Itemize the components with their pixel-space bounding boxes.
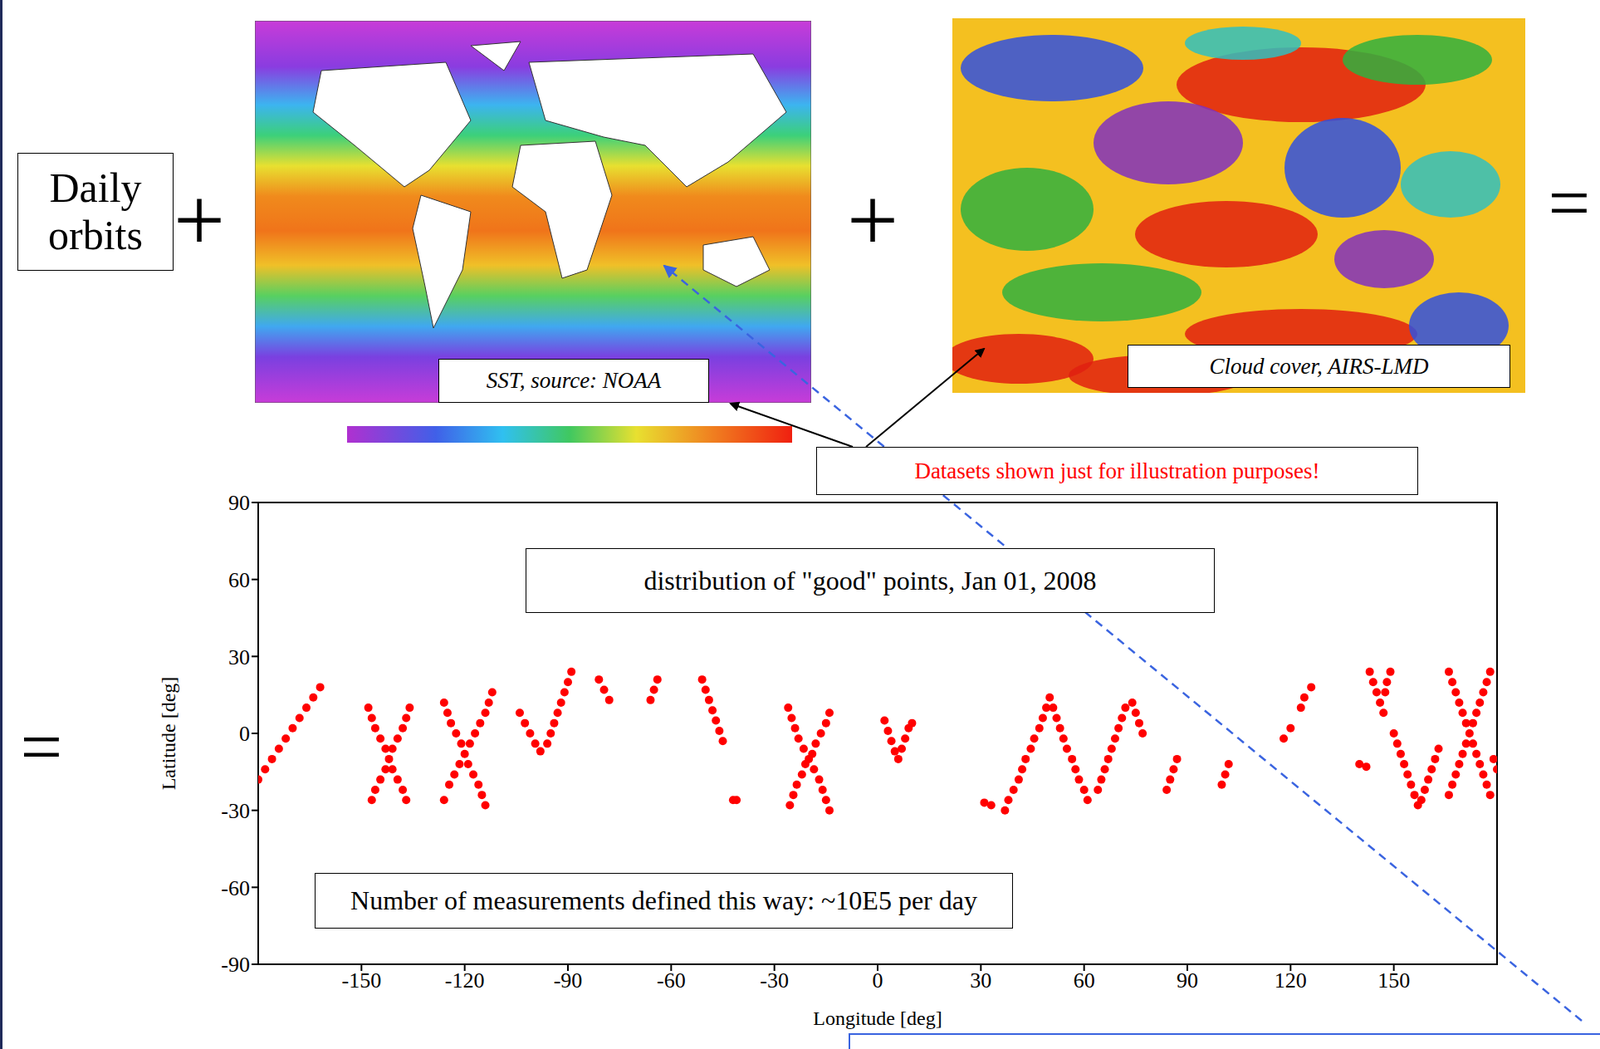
html-text:Number of measurements defined: Number of measurements defined this way:…: [350, 885, 978, 915]
svg-text:-90: -90: [553, 968, 583, 993]
svg-text:Latitude [deg]: Latitude [deg]: [157, 676, 180, 791]
svg-text:-120: -120: [445, 968, 485, 993]
svg-text:Longitude [deg]: Longitude [deg]: [812, 1007, 942, 1029]
svg-text:-60: -60: [656, 968, 686, 993]
svg-text:-60: -60: [220, 875, 250, 901]
svg-text:30: 30: [969, 968, 992, 993]
svg-text:-150: -150: [341, 968, 382, 993]
html-text:Daily orbits: Daily orbits: [48, 163, 143, 259]
html-text:Cloud cover, AIRS-LMD: Cloud cover, AIRS-LMD: [1209, 353, 1429, 379]
svg-text:90: 90: [228, 490, 250, 515]
svg-text:60: 60: [228, 567, 250, 593]
svg-text:30: 30: [228, 645, 250, 670]
svg-text:0: 0: [239, 721, 250, 746]
svg-text:150: 150: [1377, 968, 1410, 993]
svg-text:0: 0: [872, 968, 884, 993]
svg-text:90: 90: [1176, 968, 1199, 993]
svg-text:-90: -90: [220, 952, 250, 977]
svg-text:-30: -30: [759, 968, 789, 993]
html-text:distribution of "good" points,: distribution of "good" points, Jan 01, 2…: [643, 565, 1097, 595]
html-text:SST, source: NOAA: SST, source: NOAA: [486, 367, 662, 393]
svg-text:-30: -30: [220, 798, 250, 823]
svg-text:60: 60: [1073, 968, 1096, 993]
svg-text:120: 120: [1274, 968, 1307, 993]
html-text:Datasets shown just for illust: Datasets shown just for illustration pur…: [914, 457, 1320, 483]
